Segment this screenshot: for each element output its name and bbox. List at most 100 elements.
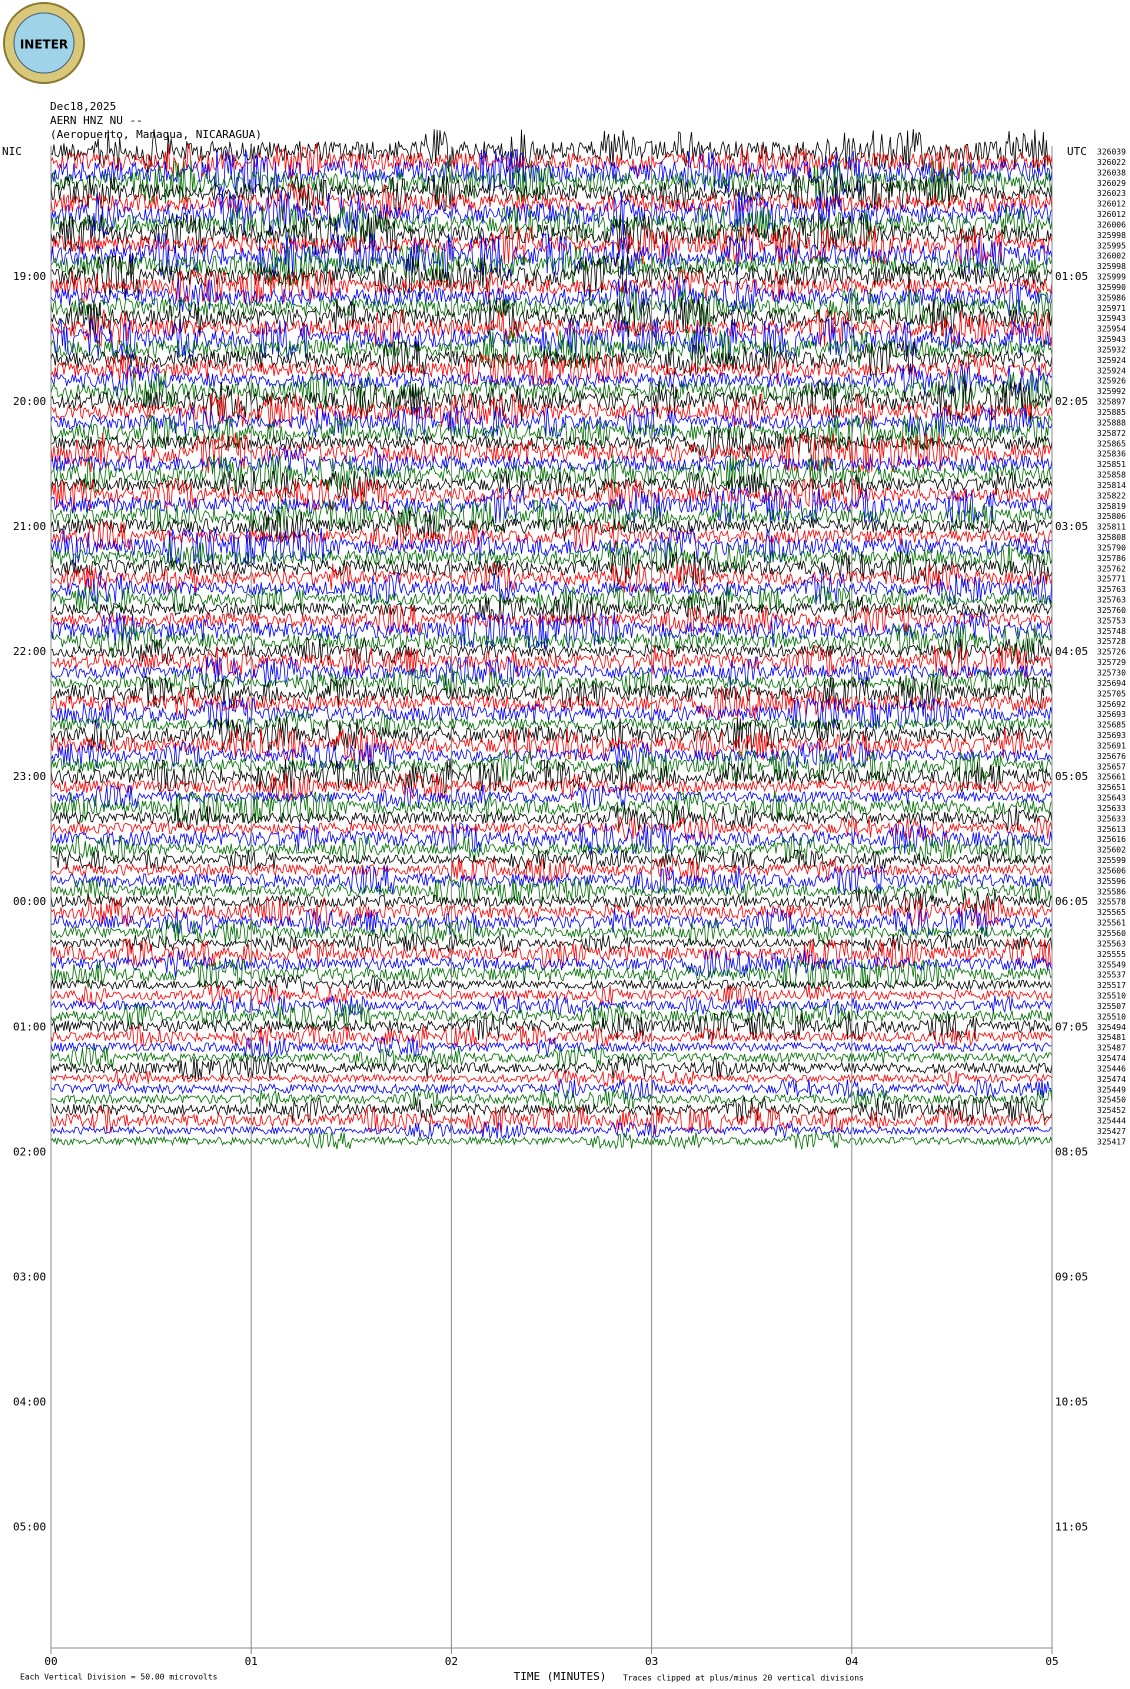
trace	[50, 1046, 1053, 1069]
row-value: 325924	[1097, 356, 1126, 365]
trace	[50, 297, 1053, 338]
row-value: 325924	[1097, 366, 1126, 375]
left-hour: 22:00	[13, 645, 46, 658]
row-value: 325427	[1097, 1127, 1126, 1136]
left-hour: 05:00	[13, 1520, 46, 1533]
row-value: 325729	[1097, 658, 1126, 667]
row-value: 325507	[1097, 1002, 1126, 1011]
scale-note: Each Vertical Division = 50.00 microvolt…	[20, 1673, 218, 1682]
row-value: 325836	[1097, 450, 1126, 459]
right-hour: 02:05	[1055, 395, 1088, 408]
row-value: 325971	[1097, 304, 1126, 313]
trace	[50, 790, 1053, 824]
row-value: 325602	[1097, 846, 1126, 855]
row-value: 325613	[1097, 825, 1126, 834]
trace	[50, 190, 1053, 237]
trace	[50, 748, 1053, 783]
row-value: 326006	[1097, 220, 1126, 229]
trace	[50, 499, 1053, 533]
row-value: 325858	[1097, 471, 1126, 480]
trace	[50, 610, 1053, 649]
row-value: 325851	[1097, 460, 1126, 469]
logo: INETER	[3, 2, 85, 84]
row-value: 325897	[1097, 398, 1126, 407]
row-value: 325452	[1097, 1106, 1126, 1115]
x-tick-label: 00	[44, 1655, 57, 1668]
row-value: 325676	[1097, 752, 1126, 761]
row-value: 325814	[1097, 481, 1126, 490]
row-value: 325926	[1097, 377, 1126, 386]
trace	[50, 848, 1053, 871]
trace	[50, 728, 1053, 763]
left-hour: 23:00	[13, 770, 46, 783]
row-value: 325510	[1097, 1012, 1126, 1021]
trace	[50, 527, 1053, 566]
trace	[50, 470, 1053, 500]
row-value: 325563	[1097, 939, 1126, 948]
right-hour: 08:05	[1055, 1145, 1088, 1158]
trace	[50, 686, 1053, 721]
trace	[50, 741, 1053, 770]
trace	[50, 710, 1053, 736]
trace	[50, 585, 1053, 614]
row-value: 325444	[1097, 1117, 1126, 1126]
trace	[50, 1069, 1053, 1088]
trace	[50, 669, 1053, 697]
row-value: 325643	[1097, 794, 1126, 803]
trace	[50, 1121, 1053, 1140]
row-value: 325694	[1097, 679, 1126, 688]
left-hour: 02:00	[13, 1145, 46, 1158]
row-value: 325657	[1097, 762, 1126, 771]
right-label: UTC	[1067, 145, 1087, 158]
row-value: 325487	[1097, 1044, 1126, 1053]
trace	[50, 974, 1053, 994]
row-value: 325762	[1097, 564, 1126, 573]
header-line: (Aeropuerto, Managua, NICARAGUA)	[50, 128, 262, 141]
row-value: 325474	[1097, 1075, 1126, 1084]
trace	[50, 571, 1053, 605]
row-value: 325865	[1097, 439, 1126, 448]
row-value: 325692	[1097, 700, 1126, 709]
right-hour: 04:05	[1055, 645, 1088, 658]
trace	[50, 822, 1053, 855]
trace	[50, 958, 1053, 990]
row-value: 325633	[1097, 804, 1126, 813]
right-hour: 10:05	[1055, 1395, 1088, 1408]
row-value: 325555	[1097, 950, 1126, 959]
trace	[50, 865, 1053, 896]
row-value: 325726	[1097, 648, 1126, 657]
row-value: 325517	[1097, 981, 1126, 990]
row-value: 325822	[1097, 491, 1126, 500]
row-value: 325808	[1097, 533, 1126, 542]
row-value: 325449	[1097, 1085, 1126, 1094]
trace	[50, 363, 1053, 397]
trace	[50, 937, 1053, 970]
row-value: 325693	[1097, 731, 1126, 740]
trace	[50, 994, 1053, 1017]
trace	[50, 232, 1053, 279]
trace	[50, 370, 1053, 411]
row-value: 325685	[1097, 721, 1126, 730]
row-value: 325763	[1097, 596, 1126, 605]
trace	[50, 804, 1053, 831]
row-value: 325986	[1097, 293, 1126, 302]
row-value: 326012	[1097, 200, 1126, 209]
trace	[50, 984, 1053, 1006]
trace	[50, 562, 1053, 594]
right-hour: 06:05	[1055, 895, 1088, 908]
traces	[50, 129, 1053, 1150]
trace	[50, 1001, 1053, 1030]
right-hour: 03:05	[1055, 520, 1088, 533]
row-value: 326023	[1097, 189, 1126, 198]
trace	[50, 717, 1053, 753]
row-value: 325599	[1097, 856, 1126, 865]
row-value: 325990	[1097, 283, 1126, 292]
row-value: 325763	[1097, 585, 1126, 594]
right-hour: 09:05	[1055, 1270, 1088, 1283]
trace	[50, 414, 1053, 452]
trace	[50, 393, 1053, 430]
row-value: 325995	[1097, 241, 1126, 250]
trace	[50, 509, 1053, 543]
clip-note: Traces clipped at plus/minus 20 vertical…	[623, 1674, 864, 1683]
